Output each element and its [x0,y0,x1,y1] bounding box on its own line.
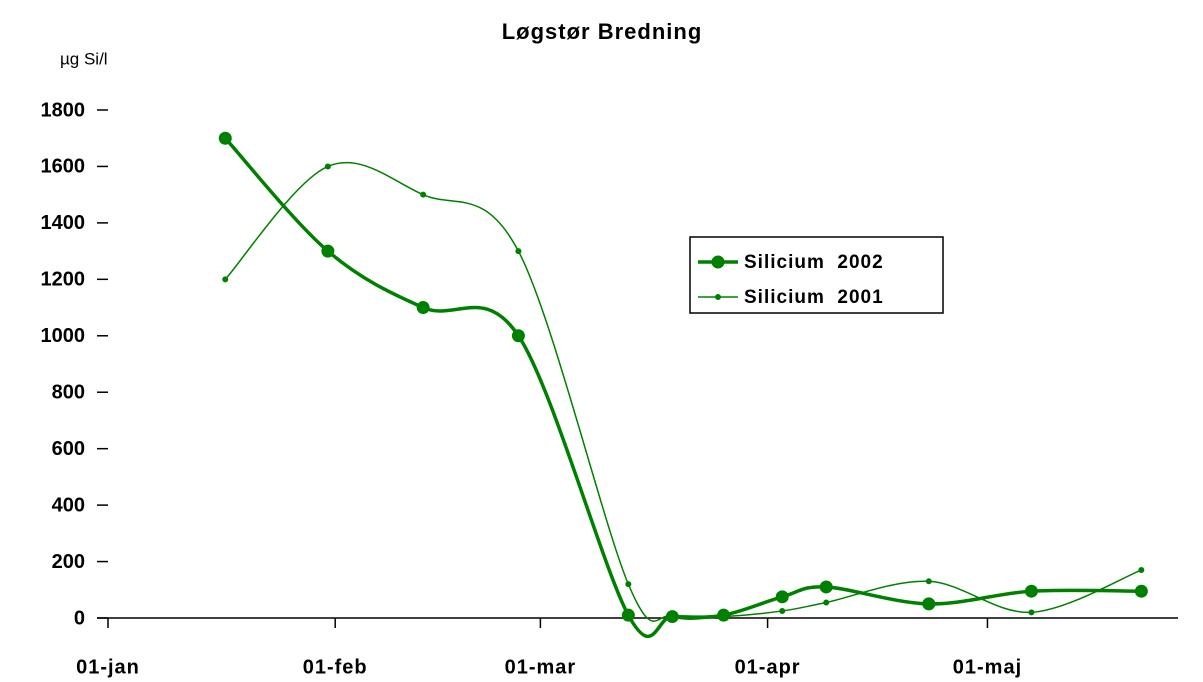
point [1138,567,1145,574]
point [218,131,232,145]
legend-marker [711,255,725,269]
point [1134,584,1148,598]
y-tick-label: 600 [52,438,85,460]
x-tick-label: 01-apr [735,656,801,678]
point [416,301,430,315]
chart-title: Løgstør Bredning [502,19,703,44]
point [775,590,789,604]
series-line [224,161,1142,622]
point [324,163,331,170]
point [669,613,676,620]
y-tick-label: 800 [52,382,85,404]
point [1024,584,1038,598]
point [720,613,727,620]
x-tick-label: 01-feb [303,656,368,678]
y-axis-label: µg Si/l [60,49,108,68]
y-tick-label: 1400 [41,212,86,234]
point [222,276,229,283]
point [621,608,635,622]
point [511,329,525,343]
y-tick-label: 1000 [41,325,86,347]
point [321,244,335,258]
y-tick-label: 200 [52,551,85,573]
legend-marker [715,294,721,300]
x-tick-label: 01-maj [953,656,1022,678]
x-tick-label: 01-jan [76,656,140,678]
point [515,248,522,255]
y-tick-label: 0 [74,607,85,629]
point [420,191,427,198]
x-tick-label: 01-mar [505,656,577,678]
y-tick-label: 1800 [41,99,86,121]
series-line [223,137,1142,639]
point [925,578,932,585]
legend-label: Silicium 2002 [744,252,884,273]
legend-box [689,236,944,314]
point [625,581,632,588]
point [823,599,830,606]
point [1028,609,1035,616]
y-tick-label: 400 [52,494,85,516]
legend-label: Silicium 2001 [744,287,884,308]
point [922,597,936,611]
y-tick-label: 1600 [41,156,86,178]
point [779,607,786,614]
point [819,580,833,594]
y-tick-label: 1200 [41,269,86,291]
